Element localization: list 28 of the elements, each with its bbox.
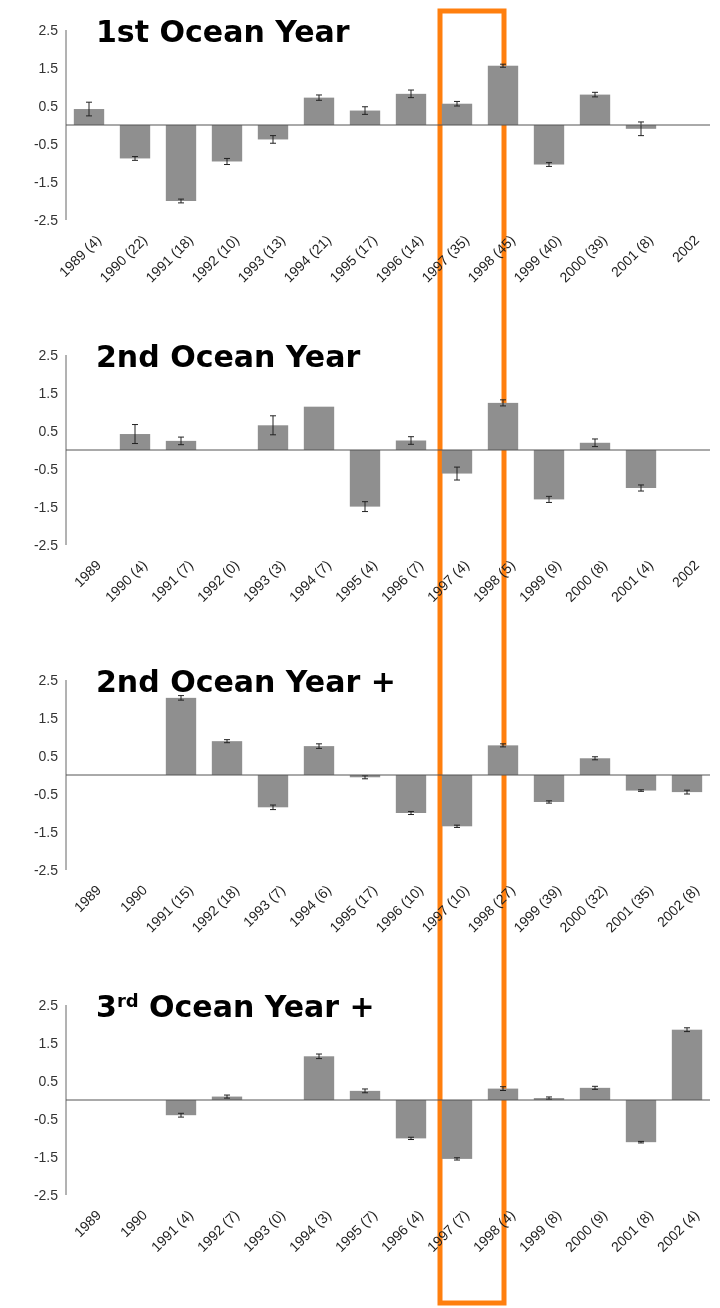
y-tick-label: 0.5 bbox=[38, 1072, 59, 1089]
y-tick-label: 1.5 bbox=[38, 384, 59, 401]
y-tick-label: 1.5 bbox=[38, 1034, 59, 1051]
y-tick-label: -0.5 bbox=[33, 785, 59, 802]
y-tick-label: -0.5 bbox=[33, 1110, 59, 1127]
chart-title: 3$^{rd}$ Ocean Year + bbox=[96, 989, 375, 1024]
y-tick-label: 2.5 bbox=[38, 21, 59, 38]
chart-title: 1st Ocean Year bbox=[96, 14, 350, 49]
y-tick-label: 2.5 bbox=[38, 671, 59, 688]
y-tick-label: -1.5 bbox=[33, 173, 59, 190]
chart-title: 2nd Ocean Year + bbox=[96, 664, 396, 699]
y-tick-label: 2.5 bbox=[38, 996, 59, 1013]
y-tick-label: -0.5 bbox=[33, 460, 59, 477]
y-tick-label: -2.5 bbox=[33, 1186, 59, 1203]
y-tick-label: 0.5 bbox=[38, 97, 59, 114]
chart-title: 2nd Ocean Year bbox=[96, 339, 361, 374]
y-tick-label: -2.5 bbox=[33, 861, 59, 878]
y-tick-label: -1.5 bbox=[33, 498, 59, 515]
y-tick-label: 0.5 bbox=[38, 747, 59, 764]
y-tick-label: 2.5 bbox=[38, 346, 59, 363]
y-tick-label: -2.5 bbox=[33, 211, 59, 228]
y-tick-label: -0.5 bbox=[33, 135, 59, 152]
y-tick-label: 0.5 bbox=[38, 422, 59, 439]
y-tick-label: -1.5 bbox=[33, 1148, 59, 1165]
y-tick-label: 1.5 bbox=[38, 59, 59, 76]
y-tick-label: -2.5 bbox=[33, 536, 59, 553]
y-tick-label: -1.5 bbox=[33, 823, 59, 840]
y-tick-label: 1.5 bbox=[38, 709, 59, 726]
